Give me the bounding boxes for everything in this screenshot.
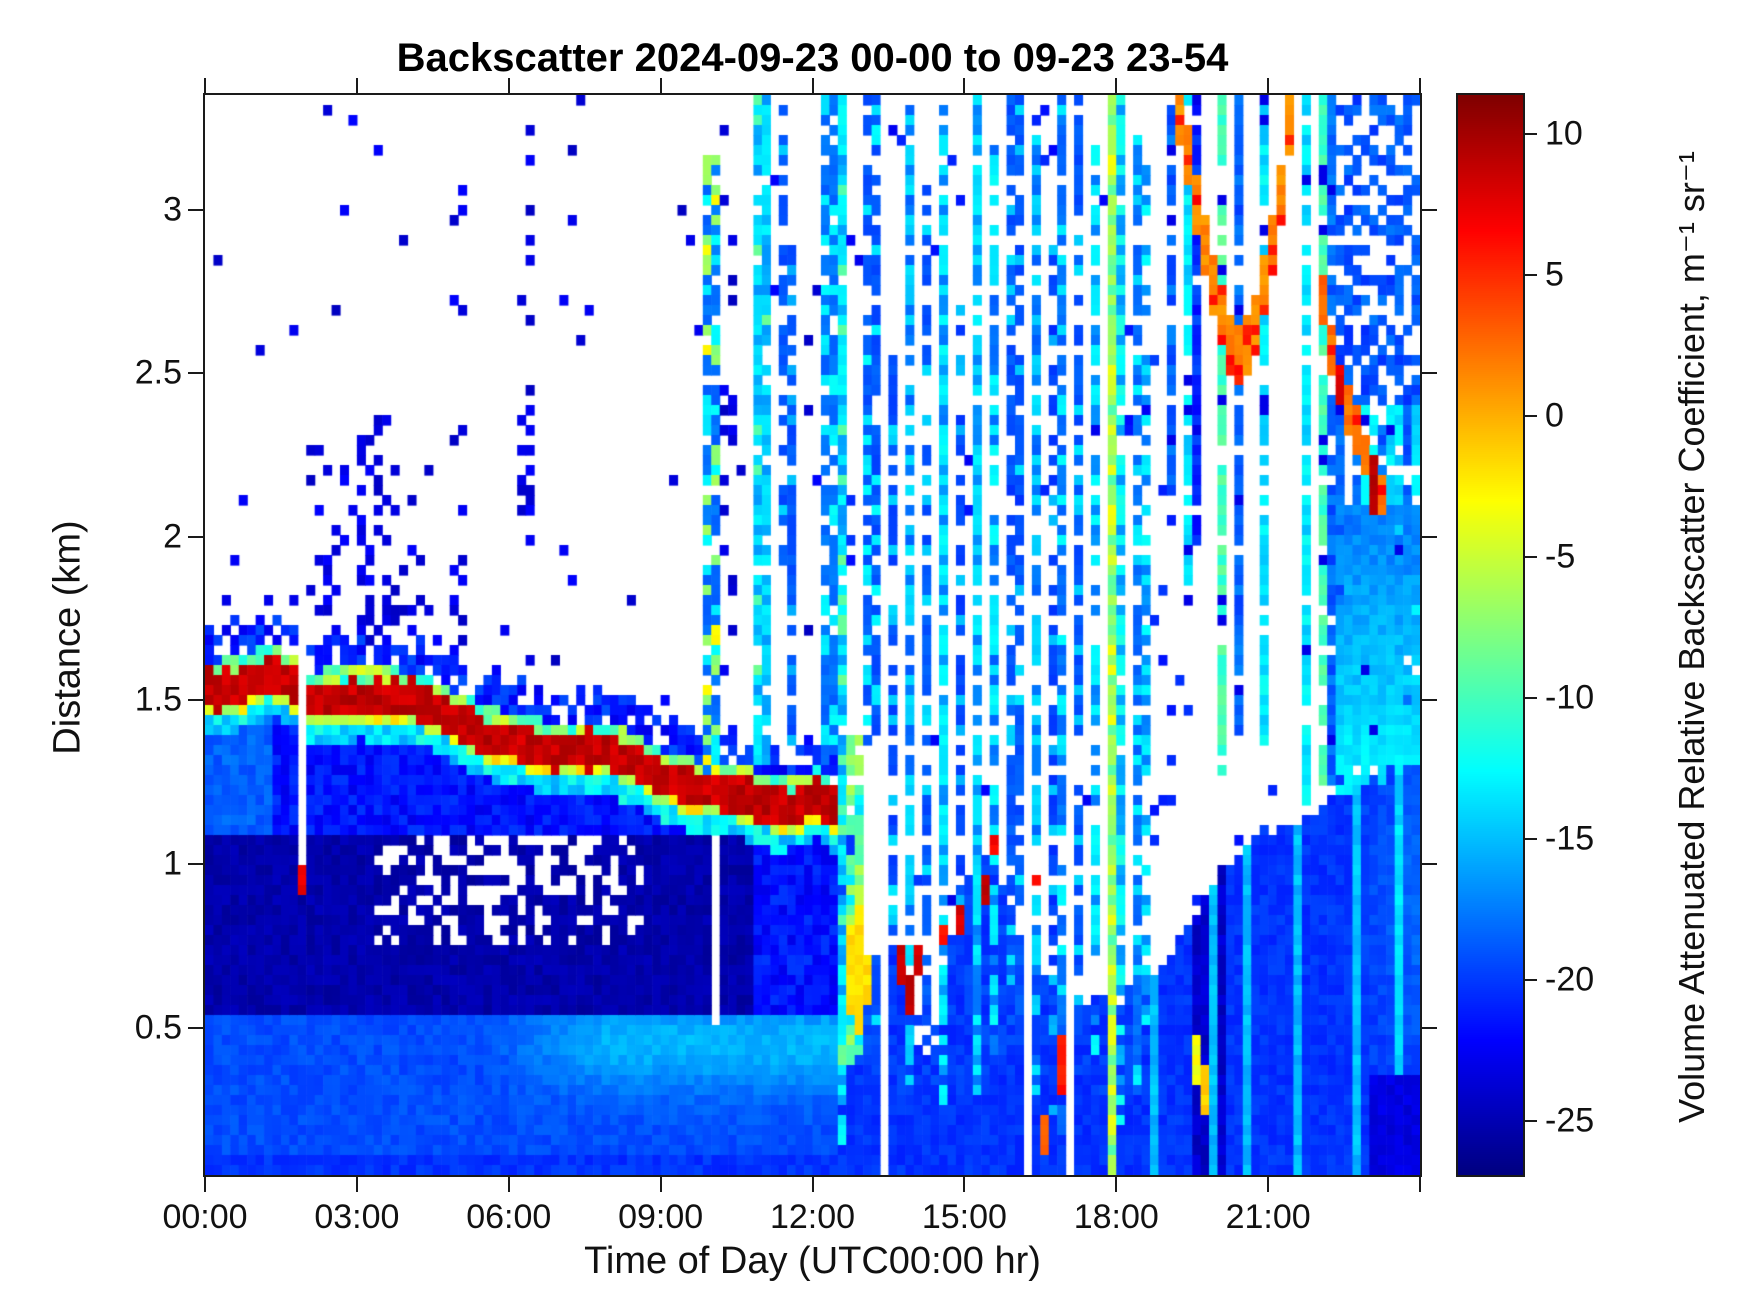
x-tick-mark — [1419, 1177, 1421, 1192]
y-tick-mark — [188, 863, 203, 866]
x-tick-label: 18:00 — [1073, 1198, 1159, 1236]
x-tick-mark-top — [963, 78, 966, 93]
y-tick-mark-right — [1422, 372, 1437, 375]
colorbar-tick-label: -20 — [1545, 960, 1595, 999]
y-tick-label: 0.5 — [134, 1008, 182, 1047]
x-tick-mark-top — [355, 78, 358, 93]
colorbar-tick-mark — [1525, 838, 1537, 841]
x-tick-mark-top — [1419, 78, 1421, 93]
x-tick-label: 00:00 — [162, 1198, 248, 1236]
y-tick-mark — [188, 699, 203, 702]
y-tick-mark-right — [1422, 699, 1437, 702]
colorbar-tick-label: -10 — [1545, 678, 1595, 717]
y-axis-label: Distance (km) — [46, 520, 89, 755]
colorbar-tick-label: -15 — [1545, 819, 1595, 858]
colorbar-tick-label: 10 — [1545, 114, 1583, 153]
y-tick-label: 3 — [163, 190, 182, 229]
chart-title: Backscatter 2024-09-23 00-00 to 09-23 23… — [396, 36, 1229, 80]
y-tick-mark-right — [1422, 535, 1437, 538]
y-tick-label: 2 — [163, 517, 182, 556]
x-tick-mark-top — [811, 78, 814, 93]
colorbar-label: Volume Attenuated Relative Backscatter C… — [1671, 151, 1712, 1123]
colorbar-tick-label: 5 — [1545, 255, 1564, 294]
x-tick-label: 03:00 — [314, 1198, 400, 1236]
x-tick-mark — [963, 1177, 966, 1192]
colorbar-tick-label: 0 — [1545, 396, 1564, 435]
x-tick-mark-top — [507, 78, 510, 93]
x-tick-label: 21:00 — [1225, 1198, 1311, 1236]
x-tick-mark — [204, 1177, 206, 1192]
y-tick-label: 1.5 — [134, 680, 182, 719]
y-tick-mark — [188, 535, 203, 538]
colorbar-tick-label: -5 — [1545, 537, 1576, 576]
colorbar-tick-mark — [1525, 1120, 1537, 1123]
y-tick-label: 2.5 — [134, 353, 182, 392]
colorbar-tick-mark — [1525, 133, 1537, 136]
x-tick-mark — [1267, 1177, 1270, 1192]
x-tick-mark — [507, 1177, 510, 1192]
y-tick-mark-right — [1422, 1026, 1437, 1029]
x-tick-mark-top — [1267, 78, 1270, 93]
heatmap-canvas — [205, 95, 1420, 1175]
colorbar-tick-label: -25 — [1545, 1101, 1595, 1140]
y-tick-mark — [188, 1026, 203, 1029]
y-tick-label: 1 — [163, 844, 182, 883]
x-tick-mark — [355, 1177, 358, 1192]
colorbar-tick-mark — [1525, 556, 1537, 559]
x-tick-label: 09:00 — [618, 1198, 704, 1236]
colorbar-tick-mark — [1525, 697, 1537, 700]
x-tick-mark-top — [659, 78, 662, 93]
x-tick-mark — [811, 1177, 814, 1192]
x-axis-label: Time of Day (UTC00:00 hr) — [584, 1240, 1041, 1282]
colorbar-canvas — [1458, 95, 1523, 1175]
y-tick-mark-right — [1422, 208, 1437, 211]
x-tick-mark-top — [1115, 78, 1118, 93]
colorbar-tick-mark — [1525, 979, 1537, 982]
y-tick-mark — [188, 208, 203, 211]
x-tick-mark — [659, 1177, 662, 1192]
x-tick-label: 15:00 — [921, 1198, 1007, 1236]
x-tick-label: 12:00 — [769, 1198, 856, 1236]
x-tick-mark — [1115, 1177, 1118, 1192]
x-tick-label: 06:00 — [466, 1198, 552, 1236]
y-tick-mark-right — [1422, 863, 1437, 866]
colorbar-tick-mark — [1525, 415, 1537, 418]
y-tick-mark — [188, 372, 203, 375]
x-tick-mark-top — [204, 78, 206, 93]
colorbar-tick-mark — [1525, 274, 1537, 277]
